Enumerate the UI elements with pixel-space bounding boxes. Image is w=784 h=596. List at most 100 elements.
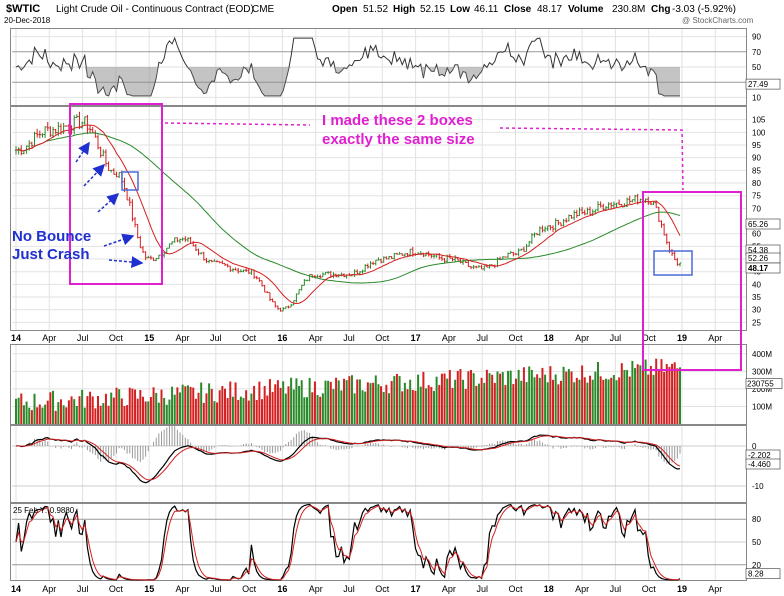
x-tick-label-bottom: Oct <box>242 584 257 594</box>
volume-bar <box>509 370 512 424</box>
arrow-5 <box>108 256 144 269</box>
price-layer <box>14 111 682 312</box>
volume-bar <box>205 393 208 424</box>
volume-bar <box>565 371 568 424</box>
rsi-layer <box>15 36 680 97</box>
stoch-layer <box>15 503 681 581</box>
volume-bar <box>493 382 496 424</box>
volume-bar <box>226 398 229 424</box>
price-tick-label: 70 <box>752 204 761 213</box>
watermark: @ StockCharts.com <box>682 16 754 25</box>
volume-bar <box>223 388 226 424</box>
volume-bar <box>134 389 137 424</box>
annotations: I made these 2 boxes exactly the same si… <box>12 103 742 371</box>
volume-bar <box>184 386 187 424</box>
volume-bar <box>374 375 377 424</box>
volume-bar <box>438 385 441 424</box>
volume-bar <box>485 369 488 424</box>
volume-bar <box>213 401 216 424</box>
volume-bar <box>599 376 602 424</box>
x-tick-label-price: Apr <box>708 333 722 343</box>
volume-bar <box>464 389 467 424</box>
volume-bar <box>528 366 531 424</box>
volume-bar <box>160 389 163 424</box>
volume-bar <box>327 380 330 424</box>
macd-signal-line <box>15 435 681 481</box>
stoch-tick-label: 80 <box>752 515 761 524</box>
volume-bar <box>575 377 578 424</box>
right-highlight-box <box>653 250 693 276</box>
volume-bar <box>239 396 242 424</box>
volume-bar <box>104 393 107 424</box>
volume-bar <box>414 390 417 424</box>
volume-bar <box>126 405 129 424</box>
arrow-3 <box>97 192 120 213</box>
volume-bar <box>15 398 17 424</box>
volume-bar <box>266 395 269 424</box>
volume-bar <box>544 374 547 424</box>
close-value: 48.17 <box>537 4 562 15</box>
volume-bar <box>97 395 100 424</box>
volume-bar <box>549 366 552 424</box>
volume-bar <box>591 379 594 424</box>
high-label: High <box>393 4 415 15</box>
exchange: CME <box>252 4 275 15</box>
x-tick-label-bottom: Jul <box>210 584 222 594</box>
volume-bar <box>59 399 62 424</box>
volume-bar <box>401 391 404 424</box>
volume-bar <box>470 369 473 424</box>
price-flag-label: 48.17 <box>748 264 769 273</box>
volume-bar <box>626 370 629 424</box>
rsi-line <box>15 36 680 97</box>
volume-bar <box>361 390 364 424</box>
volume-bar <box>86 396 89 424</box>
volume-bar <box>284 393 287 424</box>
volume-bar <box>258 381 261 424</box>
volume-bar <box>536 374 539 424</box>
volume-bar <box>454 379 457 424</box>
x-tick-label-price: Oct <box>508 333 523 343</box>
volume-bar <box>628 376 631 424</box>
volume-bar <box>480 377 483 424</box>
stoch-flag-box <box>745 568 781 580</box>
volume-label: Volume <box>568 4 604 15</box>
price-flag-label: 54.38 <box>748 246 769 255</box>
x-tick-label-price: Oct <box>375 333 390 343</box>
x-tick-label-bottom: Oct <box>109 584 124 594</box>
price-flag-box <box>745 262 781 274</box>
volume-bar <box>451 387 454 424</box>
volume-bar <box>163 397 166 424</box>
volume-bar <box>343 378 346 424</box>
volume-bar <box>202 402 205 424</box>
volume-bar <box>186 385 189 424</box>
volume-bar <box>501 372 504 424</box>
volume-bar <box>641 362 644 424</box>
volume-bar <box>57 402 60 424</box>
volume-bar <box>388 393 391 424</box>
volume-bar <box>366 382 369 424</box>
volume-bar <box>634 368 637 424</box>
volume-bar <box>475 385 478 424</box>
volume-bar <box>393 376 396 424</box>
x-tick-label-price: 17 <box>411 333 421 343</box>
volume-bar <box>44 404 47 424</box>
volume-bar <box>620 363 623 424</box>
volume-bar <box>422 371 425 424</box>
volume-bar <box>319 396 322 424</box>
x-tick-label-price: Jul <box>343 333 355 343</box>
volume-bar <box>67 400 70 424</box>
volume-bar <box>290 377 293 424</box>
dotted-connector-left <box>164 122 311 126</box>
volume-bar <box>512 384 515 424</box>
volume-bar <box>435 376 438 424</box>
volume-bar <box>517 369 520 424</box>
volume-bar <box>610 377 613 424</box>
volume-bar <box>525 382 528 424</box>
volume-bar <box>194 398 197 424</box>
x-tick-label-price: Apr <box>42 333 56 343</box>
x-tick-label-price: Oct <box>109 333 124 343</box>
volume-bar <box>607 379 610 424</box>
volume-bar <box>567 369 570 424</box>
macd-flag-label: -2.202 <box>748 451 771 460</box>
